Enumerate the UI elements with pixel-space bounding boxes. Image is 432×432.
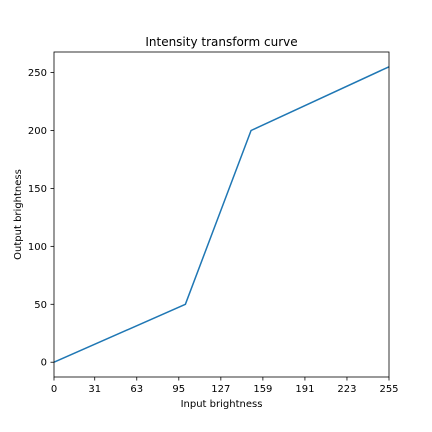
x-tick-label: 0 bbox=[51, 384, 57, 395]
x-tick-label: 159 bbox=[253, 384, 272, 395]
x-tick-label: 223 bbox=[337, 384, 356, 395]
x-axis: 0 31 63 95 127 159 191 223 255 bbox=[51, 377, 399, 395]
y-tick-label: 250 bbox=[28, 68, 47, 79]
y-tick-label: 50 bbox=[34, 300, 47, 311]
plot-area bbox=[54, 67, 389, 362]
x-tick-label: 31 bbox=[88, 384, 101, 395]
plot-frame bbox=[54, 52, 389, 377]
y-axis: 0 50 100 150 200 250 bbox=[28, 68, 54, 369]
x-tick-label: 63 bbox=[130, 384, 143, 395]
y-tick-label: 100 bbox=[28, 242, 47, 253]
y-tick-label: 150 bbox=[28, 184, 47, 195]
chart-title: Intensity transform curve bbox=[145, 35, 297, 49]
y-tick-label: 0 bbox=[41, 358, 47, 369]
y-tick-label: 200 bbox=[28, 126, 47, 137]
x-tick-label: 191 bbox=[295, 384, 314, 395]
series-line-0 bbox=[54, 67, 389, 362]
x-tick-label: 255 bbox=[379, 384, 398, 395]
x-tick-label: 95 bbox=[172, 384, 185, 395]
y-axis-label: Output brightness bbox=[13, 169, 24, 260]
x-axis-label: Input brightness bbox=[181, 399, 263, 410]
x-tick-label: 127 bbox=[211, 384, 230, 395]
